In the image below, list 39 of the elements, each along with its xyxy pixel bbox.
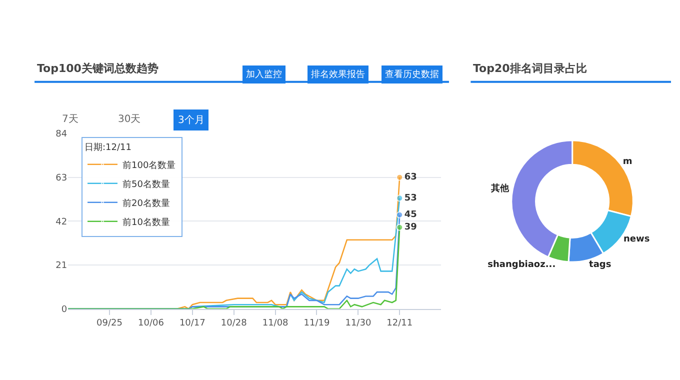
legend-label: 前50名数量 [122, 178, 170, 190]
slice-label: 其他 [490, 183, 510, 194]
chart-title: Top100关键词总数趋势 [37, 62, 158, 75]
x-tick-label: 11/19 [304, 318, 330, 329]
y-tick-label: 21 [56, 261, 68, 272]
x-tick-label: 10/06 [138, 318, 164, 329]
point [396, 224, 404, 231]
x-tick-label: 11/30 [345, 318, 372, 329]
data-label: 39 [404, 222, 417, 233]
x-tick-label: 10/28 [220, 318, 248, 329]
legend-label: 前20名数量 [122, 198, 170, 209]
legend-title: 日期:12/11 [84, 142, 132, 153]
chart-title: Top20排名词目录占比 [473, 62, 587, 75]
x-tick-label: 09/25 [96, 318, 122, 329]
legend-label: 前100名数量 [122, 160, 176, 171]
slice-label: m [622, 156, 632, 167]
text: 30天 [118, 114, 141, 125]
slice-label: tags [589, 260, 612, 270]
y-tick-label: 0 [61, 304, 68, 315]
text: 查看历史数据 [385, 69, 439, 80]
point [396, 194, 404, 202]
data-label: 45 [404, 210, 417, 220]
point [396, 211, 404, 218]
y-tick-label: 84 [56, 130, 68, 140]
legend-label: 前10名数量 [122, 216, 170, 228]
text: 3个月 [178, 114, 204, 126]
slice-label: shangbiaoz... [488, 260, 556, 270]
x-tick-label: 11/08 [262, 318, 289, 329]
text: 加入监控 [246, 69, 282, 80]
y-tick-label: 63 [56, 173, 68, 184]
point [396, 174, 404, 181]
data-label: 63 [404, 172, 417, 183]
x-tick-label: 10/17 [179, 318, 206, 329]
text: 7天 [62, 114, 78, 125]
y-tick-label: 42 [56, 217, 68, 228]
data-label: 53 [404, 193, 417, 204]
x-tick-label: 12/11 [386, 318, 413, 329]
text: 排名效果报告 [311, 69, 365, 80]
slice-label: news [623, 234, 650, 245]
